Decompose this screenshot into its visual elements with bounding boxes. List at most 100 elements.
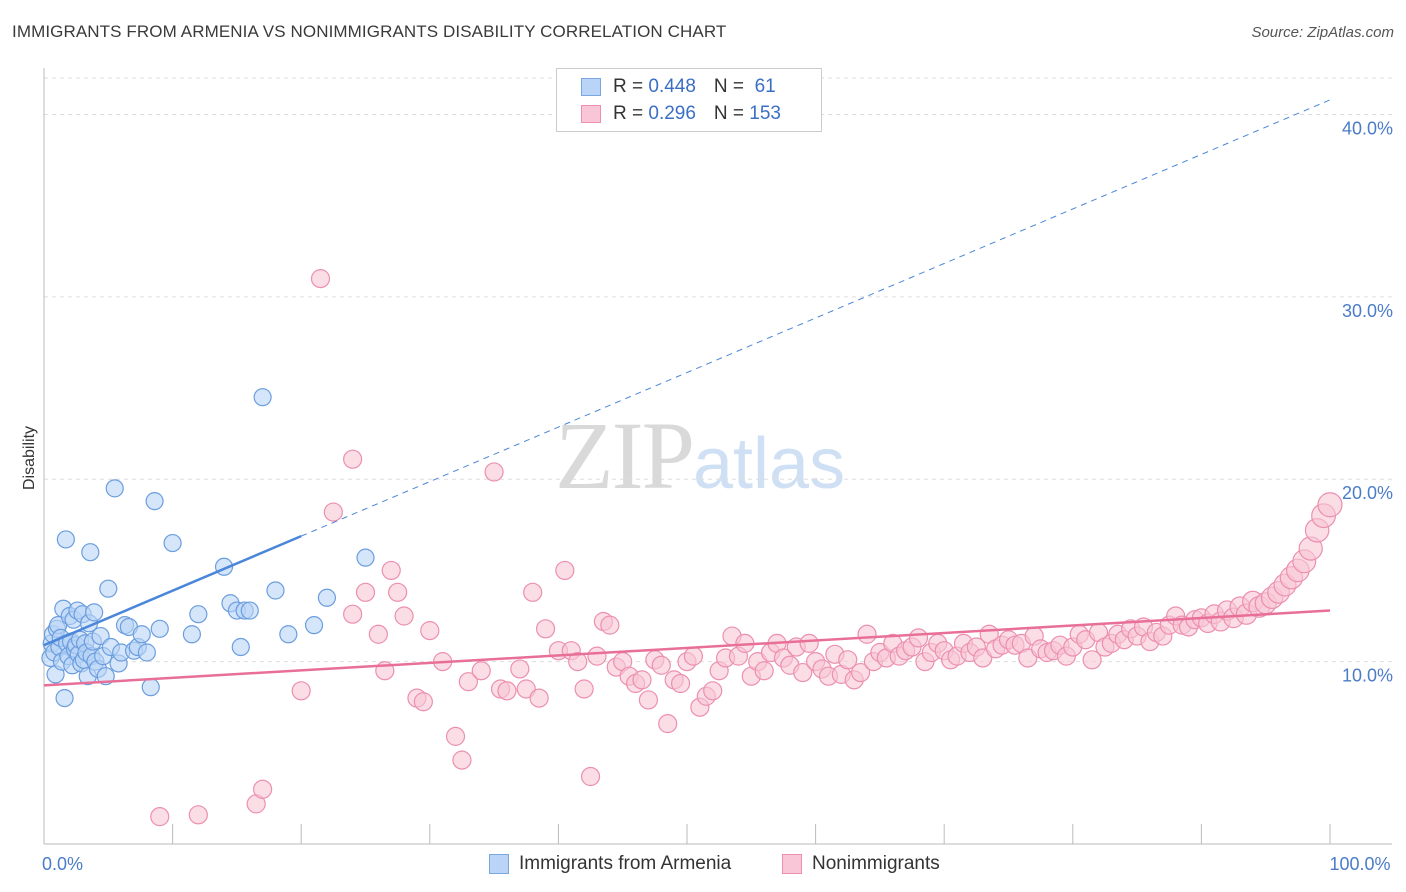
- pink-point: [799, 633, 819, 653]
- pink-point: [754, 661, 774, 681]
- y-tick-label-20: 20.0%: [1342, 483, 1393, 503]
- tick-labels: 10.0% 20.0% 30.0% 40.0% 0.0% 100.0%: [42, 118, 1393, 874]
- blue-point: [163, 533, 182, 553]
- pink-point: [535, 619, 556, 639]
- blue-point: [240, 601, 259, 620]
- blue-point: [132, 625, 151, 644]
- legend-n-label: N =: [713, 103, 750, 124]
- blue-point: [356, 548, 375, 567]
- blue-point: [56, 530, 75, 549]
- pink-point: [587, 646, 607, 666]
- pink-point: [683, 646, 704, 666]
- pink-point: [574, 679, 594, 699]
- blue-point: [253, 388, 272, 407]
- blue-point: [55, 688, 74, 708]
- pink-point: [343, 449, 363, 469]
- series-armenia: [41, 388, 375, 708]
- y-tick-label-30: 30.0%: [1342, 301, 1393, 321]
- stats-legend: R = 0.448 N = 61 R = 0.296 N = 153: [556, 68, 822, 132]
- pink-point: [497, 681, 517, 701]
- pink-point: [1082, 650, 1102, 670]
- pink-point: [568, 652, 588, 672]
- blue-point: [99, 579, 118, 598]
- blue-point: [85, 603, 104, 622]
- pink-point: [510, 659, 530, 679]
- pink-point: [838, 650, 858, 670]
- blue-point: [189, 605, 208, 624]
- pink-point: [323, 502, 343, 522]
- legend-n-value: 61: [749, 76, 776, 97]
- pink-point: [703, 681, 723, 701]
- bottom-legend-swatch-pink: [782, 854, 802, 874]
- pink-point: [188, 805, 208, 825]
- y-tick-label-40: 40.0%: [1342, 118, 1393, 138]
- pink-point: [381, 560, 401, 581]
- blue-point: [231, 637, 250, 657]
- blue-point: [279, 625, 298, 644]
- y-axis-label: Disability: [21, 426, 38, 490]
- legend-r-label: R =: [613, 76, 649, 97]
- pink-point: [1317, 492, 1343, 518]
- pink-point: [638, 690, 659, 710]
- pink-point: [413, 692, 433, 712]
- pink-point: [670, 673, 691, 694]
- pink-point: [600, 615, 620, 635]
- y-tick-label-10: 10.0%: [1342, 666, 1393, 686]
- pink-point: [291, 681, 311, 701]
- pink-point: [651, 655, 671, 675]
- blue-point: [266, 581, 285, 600]
- legend-n-value: 153: [749, 103, 781, 124]
- trend-line-armenia-solid: [43, 534, 302, 647]
- legend-swatch-pink: [581, 105, 601, 123]
- trend-line-armenia-dashed: [301, 99, 1331, 537]
- pink-point: [420, 621, 440, 641]
- bottom-legend-nonimmigrants: Nonimmigrants: [782, 852, 940, 876]
- legend-n-label: N =: [713, 76, 750, 97]
- pink-point: [394, 606, 414, 626]
- pink-point: [658, 714, 678, 734]
- blue-point: [81, 543, 100, 562]
- bottom-legend-swatch-blue: [489, 854, 509, 874]
- pink-point: [793, 662, 813, 683]
- legend-r-value: 0.296: [648, 103, 696, 124]
- source-label: Source: ZipAtlas.com: [1251, 24, 1394, 41]
- pink-point: [529, 688, 549, 708]
- bottom-legend-armenia: Immigrants from Armenia: [489, 852, 731, 876]
- pink-point: [555, 560, 575, 581]
- blue-point: [150, 619, 169, 638]
- blue-point: [141, 678, 160, 697]
- blue-point: [105, 479, 124, 498]
- pink-point: [458, 672, 478, 692]
- blue-point: [145, 492, 164, 511]
- bottom-legend-label-armenia: Immigrants from Armenia: [519, 853, 732, 874]
- chart-title: IMMIGRANTS FROM ARMENIA VS NONIMMIGRANTS…: [12, 22, 727, 41]
- pink-point: [484, 462, 504, 482]
- pink-point: [343, 604, 363, 624]
- pink-point: [253, 779, 273, 799]
- blue-point: [304, 616, 324, 635]
- bottom-legend-label-nonimmigrants: Nonimmigrants: [812, 853, 940, 874]
- pink-point: [355, 582, 376, 602]
- pink-point: [471, 661, 491, 681]
- pink-point: [445, 726, 466, 746]
- pink-point: [851, 662, 871, 683]
- pink-point: [310, 269, 331, 289]
- pink-point: [150, 807, 170, 827]
- trend-line-nonimmigrants: [43, 609, 1331, 687]
- pink-point: [368, 624, 388, 644]
- pink-point: [388, 582, 408, 602]
- blue-point: [317, 588, 337, 607]
- legend-swatch-blue: [581, 78, 601, 96]
- legend-row-armenia: R = 0.448 N = 61: [581, 75, 776, 99]
- pink-point: [523, 582, 543, 602]
- axes: [43, 68, 1392, 845]
- legend-r-value: 0.448: [648, 76, 696, 97]
- grid-lines: [44, 77, 1392, 663]
- legend-row-nonimmigrants: R = 0.296 N = 153: [581, 102, 781, 126]
- blue-point: [182, 625, 201, 644]
- x-tick-label-100: 100.0%: [1329, 854, 1390, 874]
- pink-point: [580, 766, 601, 787]
- pink-point: [908, 628, 929, 648]
- series-nonimmigrants: [150, 269, 1343, 827]
